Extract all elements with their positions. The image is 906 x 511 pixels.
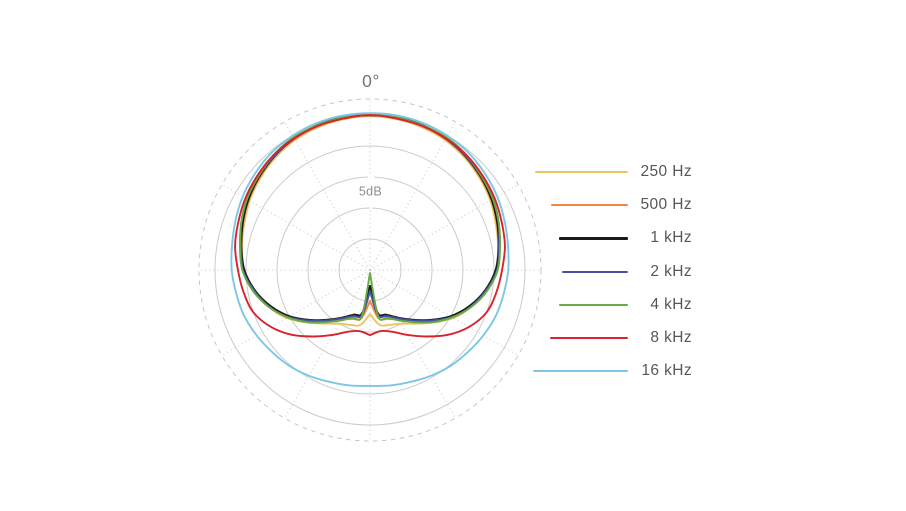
front-axis-label: 0° xyxy=(362,71,380,91)
curve-8-khz xyxy=(234,114,506,338)
polar-grid xyxy=(198,98,542,442)
radial-scale-label: 5dB xyxy=(359,185,382,199)
radial-grid-line xyxy=(369,269,456,419)
curve-16-khz xyxy=(230,112,510,387)
radial-grid-line xyxy=(284,269,371,419)
scale-label-mask xyxy=(353,173,389,210)
radial-grid-line xyxy=(284,121,371,271)
outer-boundary-ring xyxy=(198,98,542,442)
frequency-curves xyxy=(230,112,510,387)
radial-grid-line xyxy=(369,269,519,356)
radial-grid-line xyxy=(221,269,371,356)
grid-ring xyxy=(245,145,495,395)
curve-250-hz xyxy=(240,115,500,327)
radial-scale-label-group: 5dB xyxy=(353,173,389,210)
